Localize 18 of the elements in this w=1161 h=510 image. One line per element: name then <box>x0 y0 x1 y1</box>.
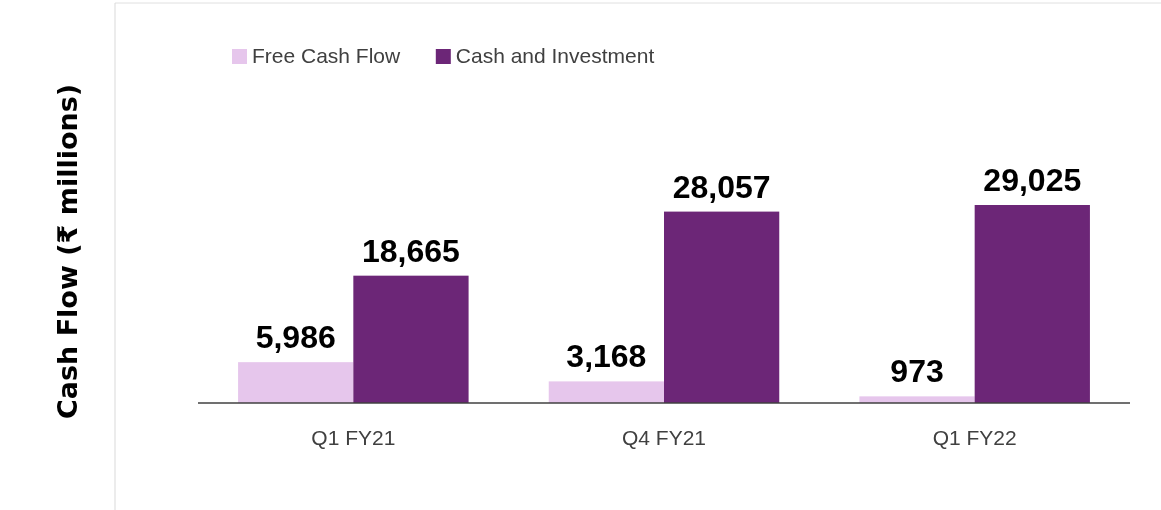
bar <box>353 275 469 403</box>
bar <box>548 381 664 403</box>
data-label: 29,025 <box>983 162 1082 198</box>
x-tick-label: Q1 FY21 <box>311 426 396 449</box>
x-tick-label: Q4 FY21 <box>621 426 707 449</box>
data-label: 5,986 <box>255 319 336 356</box>
bar <box>859 396 975 403</box>
legend-label: Cash and Investment <box>455 44 655 67</box>
bar <box>664 211 780 403</box>
x-tick-label: Q1 FY22 <box>932 426 1017 449</box>
y-axis-title: Cash Flow (₹ millions) <box>52 83 83 420</box>
data-label: 3,168 <box>566 338 647 375</box>
data-label: 973 <box>890 353 944 390</box>
bar <box>238 362 354 403</box>
legend-label: Free Cash Flow <box>252 44 402 67</box>
data-label: 18,665 <box>362 232 460 269</box>
data-label: 28,057 <box>672 168 771 205</box>
bar <box>974 205 1090 403</box>
